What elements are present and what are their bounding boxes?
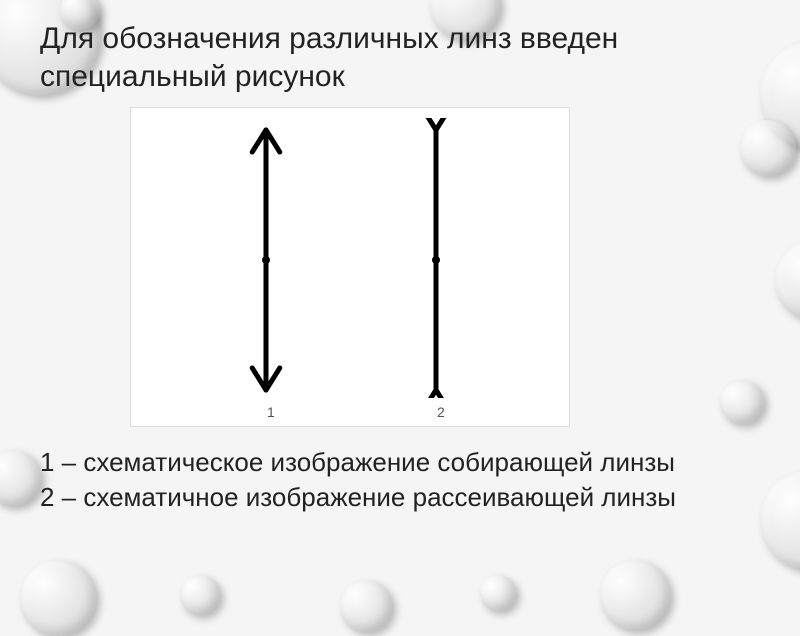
lens-label-2: 2 — [437, 404, 445, 420]
slide-title: Для обозначения различных линз введен сп… — [40, 20, 760, 95]
slide-content: Для обозначения различных линз введен сп… — [0, 0, 800, 535]
caption-1: 1 – схематическое изображение собирающей… — [40, 445, 760, 480]
lens-figure: 1 2 — [130, 107, 570, 427]
diverging-lens-symbol — [391, 118, 481, 398]
lens-label-1: 1 — [267, 404, 275, 420]
caption-2: 2 – схематичное изображение рассеивающей… — [40, 480, 760, 515]
converging-lens-symbol — [221, 118, 311, 398]
